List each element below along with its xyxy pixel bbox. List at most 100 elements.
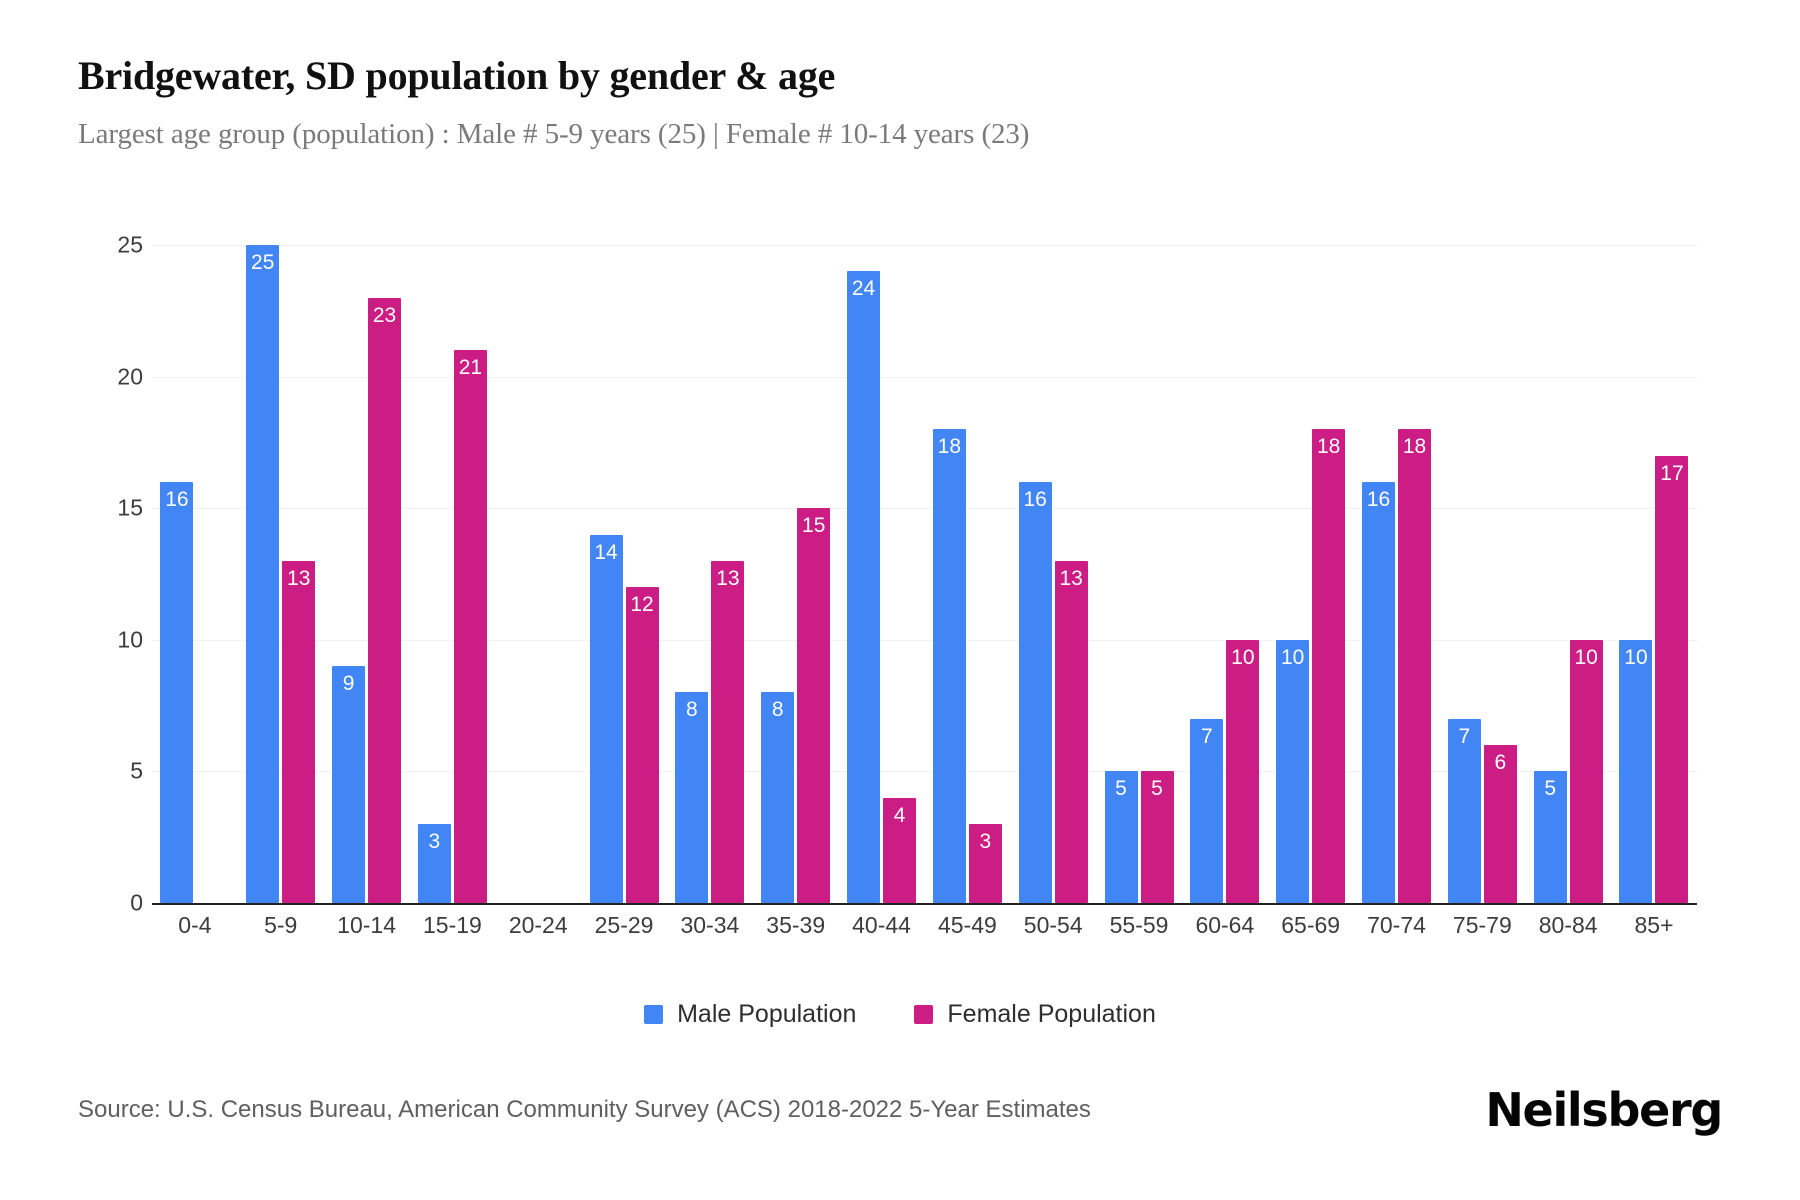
bar-value-label: 4 — [893, 803, 906, 827]
bar-female[interactable]: 13 — [1054, 560, 1088, 903]
x-axis-tick-label: 5-9 — [264, 912, 298, 938]
bar-value-label: 10 — [1624, 645, 1648, 669]
plot-canvas: 16 25 13 9 23 3 21 14 12 8 13 8 15 24 4 18 3 16 13 5 5 7 10 10 1… — [152, 245, 1697, 905]
bar-group: 16 13 — [1010, 245, 1096, 903]
bar-value-label: 12 — [630, 593, 654, 617]
bar-male[interactable]: 25 — [246, 245, 280, 903]
bar-value-label: 8 — [686, 698, 698, 722]
bar-female[interactable]: 23 — [368, 297, 402, 903]
bar-male[interactable]: 16 — [160, 481, 194, 903]
bar-value-label: 13 — [1059, 566, 1083, 590]
bar-female[interactable]: 18 — [1398, 429, 1431, 903]
chart-footer: Source: U.S. Census Bureau, American Com… — [0, 1075, 1800, 1145]
bar-male[interactable]: 10 — [1619, 639, 1653, 903]
bar-value-label: 18 — [1402, 435, 1427, 459]
y-axis-tick-label: 15 — [117, 494, 143, 521]
x-axis-tick-label: 50-54 — [1023, 912, 1083, 938]
bar-value-label: 13 — [287, 566, 311, 590]
bar-male[interactable]: 3 — [417, 824, 451, 903]
gridline — [152, 245, 1697, 246]
bar-value-label: 14 — [594, 540, 618, 564]
bar-male[interactable]: 14 — [589, 534, 623, 903]
legend-item-male[interactable]: Male Population — [644, 1000, 856, 1029]
bar-female[interactable]: 17 — [1655, 455, 1689, 903]
bar-group: 16 18 — [1354, 245, 1440, 903]
bar-value-label: 7 — [1201, 724, 1213, 748]
bar-female[interactable]: 6 — [1483, 745, 1517, 903]
bar-value-label: 5 — [1151, 777, 1163, 801]
bar-female[interactable]: 18 — [1312, 429, 1346, 903]
bar-value-label: 18 — [1316, 435, 1341, 459]
bar-value-label: 5 — [1115, 777, 1127, 801]
bar-group: 8 13 — [667, 245, 753, 903]
x-axis-tick-label: 70-74 — [1367, 912, 1426, 938]
y-axis-tick-label: 10 — [117, 626, 143, 653]
x-axis-tick-label: 65-69 — [1281, 912, 1341, 938]
bar-group: 5 10 — [1525, 245, 1611, 903]
y-axis-tick-label: 20 — [117, 363, 143, 390]
bar-group: 3 21 — [409, 245, 495, 903]
bar-male[interactable]: 5 — [1533, 771, 1567, 903]
bar-value-label: 10 — [1574, 645, 1598, 669]
x-axis-tick-label: 75-79 — [1452, 912, 1512, 938]
bar-group — [495, 245, 581, 903]
bar-male[interactable]: 16 — [1362, 481, 1395, 903]
x-axis-tick-label: 60-64 — [1195, 912, 1255, 938]
bar-male[interactable]: 16 — [1018, 481, 1052, 903]
x-axis-line — [152, 903, 1697, 905]
bar-male[interactable]: 8 — [675, 692, 709, 903]
bar-groups: 16 25 13 9 23 3 21 14 12 8 13 8 15 24 4 18 3 16 13 5 5 7 10 10 1… — [152, 245, 1697, 903]
bar-male[interactable]: 5 — [1104, 771, 1138, 903]
bar-female[interactable]: 12 — [625, 587, 659, 903]
bar-male[interactable]: 10 — [1276, 639, 1310, 903]
bar-female[interactable]: 15 — [797, 508, 831, 903]
bar-value-label: 13 — [716, 566, 740, 590]
bar-value-label: 3 — [979, 830, 992, 854]
bar-value-label: 15 — [802, 514, 826, 538]
bar-value-label: 8 — [771, 698, 784, 722]
x-axis-tick-label: 85+ — [1634, 912, 1674, 938]
y-axis-tick-label: 5 — [130, 757, 143, 784]
legend-swatch-icon — [914, 1005, 934, 1024]
x-axis-tick-label: 55-59 — [1109, 912, 1169, 938]
bar-group: 9 23 — [324, 245, 410, 903]
bar-value-label: 17 — [1660, 461, 1684, 485]
chart-header: Bridgewater, SD population by gender & a… — [78, 50, 1728, 156]
bar-male[interactable]: 7 — [1190, 718, 1224, 903]
bar-male[interactable]: 7 — [1447, 718, 1481, 903]
legend-label: Female Population — [947, 1000, 1156, 1028]
bar-value-label: 16 — [1366, 487, 1391, 511]
x-axis-tick-label: 25-29 — [594, 912, 654, 938]
gridline — [152, 771, 1697, 773]
bar-female[interactable]: 4 — [883, 797, 917, 903]
legend-label: Male Population — [677, 1000, 857, 1028]
bar-female[interactable]: 13 — [711, 560, 745, 903]
legend-item-female[interactable]: Female Population — [914, 1000, 1156, 1029]
bar-female[interactable]: 21 — [453, 350, 487, 903]
x-axis: 0-4 5-9 10-14 15-19 20-24 25-29 30-34 35-39 40-4… — [152, 912, 1697, 939]
x-axis-tick-label: 20-24 — [508, 912, 568, 938]
bar-female[interactable]: 10 — [1569, 639, 1603, 903]
bar-female[interactable]: 10 — [1226, 639, 1260, 903]
bar-group: 24 4 — [839, 245, 925, 903]
bar-value-label: 10 — [1280, 645, 1305, 669]
gridline — [152, 376, 1697, 378]
bar-male[interactable]: 9 — [332, 666, 366, 903]
y-axis-tick-label: 25 — [117, 231, 143, 258]
source-note: Source: U.S. Census Bureau, American Com… — [78, 1096, 1091, 1123]
bar-value-label: 9 — [342, 672, 355, 696]
bar-male[interactable]: 18 — [932, 429, 966, 903]
page-title: Bridgewater, SD population by gender & a… — [78, 53, 836, 98]
gridline — [152, 508, 1697, 510]
x-axis-tick-label: 35-39 — [766, 912, 826, 938]
bar-female[interactable]: 3 — [968, 824, 1002, 903]
y-axis-tick-label: 0 — [130, 889, 143, 916]
bar-female[interactable]: 5 — [1140, 771, 1174, 903]
bar-female[interactable]: 13 — [282, 560, 316, 903]
bar-group: 14 12 — [581, 245, 667, 903]
bar-male[interactable]: 8 — [761, 692, 795, 903]
x-axis-tick-label: 80-84 — [1538, 912, 1598, 938]
bar-male[interactable]: 24 — [847, 271, 881, 903]
